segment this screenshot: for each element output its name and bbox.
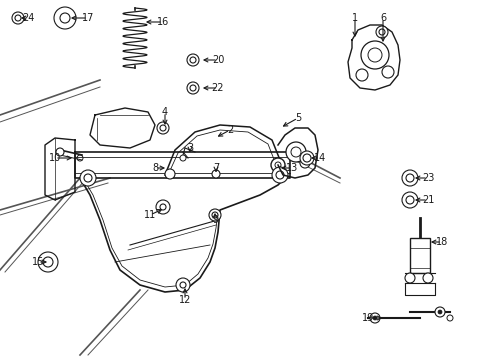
Circle shape bbox=[38, 252, 58, 272]
Circle shape bbox=[157, 122, 169, 134]
Text: 9: 9 bbox=[211, 215, 218, 225]
Text: 14: 14 bbox=[313, 153, 325, 163]
Circle shape bbox=[375, 26, 387, 38]
Text: 19: 19 bbox=[361, 313, 373, 323]
Circle shape bbox=[208, 209, 221, 221]
Text: 2: 2 bbox=[226, 125, 233, 135]
Circle shape bbox=[404, 273, 414, 283]
Text: 16: 16 bbox=[157, 17, 169, 27]
Text: 5: 5 bbox=[294, 113, 301, 123]
Text: 11: 11 bbox=[143, 210, 156, 220]
Text: 17: 17 bbox=[81, 13, 94, 23]
Circle shape bbox=[80, 170, 96, 186]
Text: 15: 15 bbox=[32, 257, 44, 267]
Bar bbox=[409, 238, 429, 273]
Circle shape bbox=[156, 200, 170, 214]
Circle shape bbox=[422, 273, 432, 283]
Circle shape bbox=[186, 82, 199, 94]
Text: 6: 6 bbox=[379, 13, 385, 23]
Text: 13: 13 bbox=[285, 163, 298, 173]
Circle shape bbox=[434, 307, 444, 317]
Circle shape bbox=[176, 278, 190, 292]
Text: 20: 20 bbox=[211, 55, 224, 65]
Circle shape bbox=[381, 66, 393, 78]
Circle shape bbox=[285, 142, 305, 162]
Circle shape bbox=[164, 169, 175, 179]
Circle shape bbox=[369, 313, 379, 323]
Circle shape bbox=[299, 151, 313, 165]
Text: 24: 24 bbox=[22, 13, 34, 23]
Circle shape bbox=[299, 158, 309, 168]
Text: 18: 18 bbox=[435, 237, 447, 247]
Text: 23: 23 bbox=[421, 173, 433, 183]
Circle shape bbox=[437, 310, 441, 314]
Circle shape bbox=[401, 192, 417, 208]
Circle shape bbox=[56, 148, 64, 156]
Text: 22: 22 bbox=[211, 83, 224, 93]
Text: 10: 10 bbox=[49, 153, 61, 163]
Circle shape bbox=[372, 316, 376, 320]
Text: 8: 8 bbox=[152, 163, 158, 173]
Text: 21: 21 bbox=[421, 195, 433, 205]
Circle shape bbox=[180, 155, 185, 161]
Circle shape bbox=[401, 170, 417, 186]
Circle shape bbox=[446, 315, 452, 321]
Text: 1: 1 bbox=[351, 13, 357, 23]
Circle shape bbox=[360, 41, 388, 69]
Text: 4: 4 bbox=[162, 107, 168, 117]
Circle shape bbox=[186, 54, 199, 66]
Text: 12: 12 bbox=[179, 295, 191, 305]
Text: 3: 3 bbox=[186, 143, 193, 153]
Circle shape bbox=[212, 170, 220, 178]
Circle shape bbox=[271, 167, 287, 183]
Circle shape bbox=[355, 69, 367, 81]
Circle shape bbox=[54, 7, 76, 29]
Circle shape bbox=[270, 158, 285, 172]
Text: 7: 7 bbox=[212, 163, 219, 173]
Circle shape bbox=[12, 12, 24, 24]
